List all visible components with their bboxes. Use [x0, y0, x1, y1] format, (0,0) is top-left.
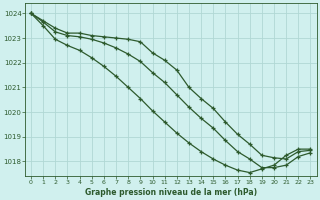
X-axis label: Graphe pression niveau de la mer (hPa): Graphe pression niveau de la mer (hPa) — [85, 188, 257, 197]
